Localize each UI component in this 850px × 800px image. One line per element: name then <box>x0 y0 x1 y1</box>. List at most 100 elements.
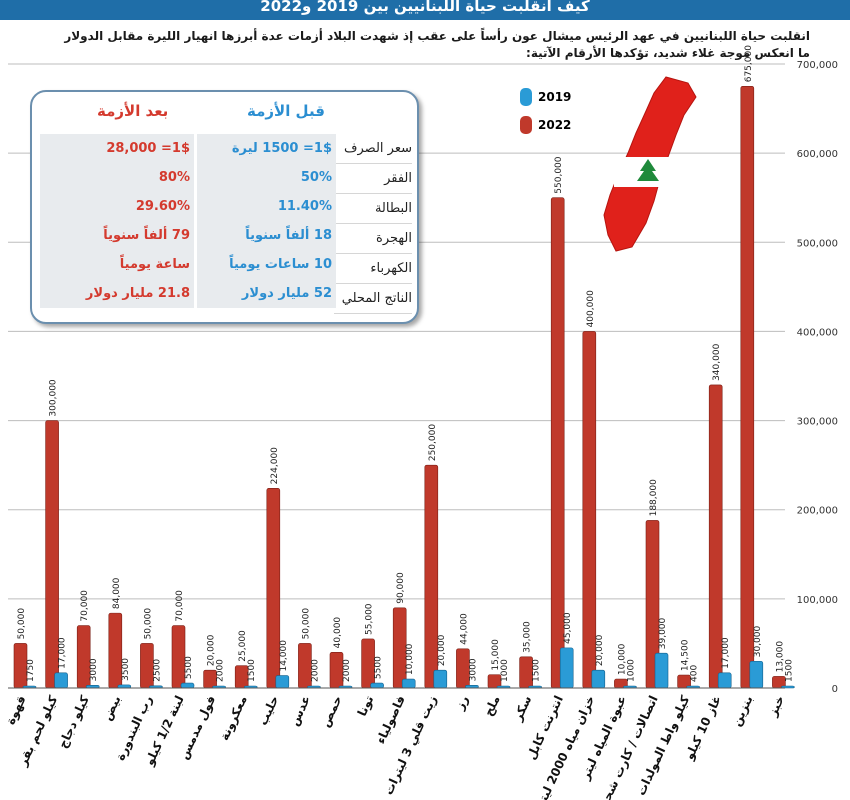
before-value: 11.40% <box>277 199 332 214</box>
before-heading: قبل الأزمة <box>247 102 325 120</box>
after-value: 79 ألفاً سنوياً <box>103 228 190 243</box>
bar-2019 <box>654 652 669 689</box>
data-label-2022: 20,000 <box>207 634 217 666</box>
data-label-2019: 17,000 <box>721 637 731 669</box>
x-tick-label: معكرونة <box>217 693 251 743</box>
y-tick-label: 700,000 <box>797 60 838 71</box>
x-tick-label: قهوة <box>3 693 29 727</box>
before-values: 1$= 1500 ليرة 50% 11.40% 18 ألفاً سنوياً… <box>197 134 336 308</box>
data-label-2022: 188,000 <box>649 479 659 516</box>
x-tick-label: حمص <box>318 693 345 729</box>
x-tick-label: سكر <box>510 693 534 724</box>
bar-2022 <box>740 85 755 689</box>
data-label-2022: 340,000 <box>712 343 722 380</box>
bar-2019 <box>591 669 606 689</box>
data-label-2022: 44,000 <box>459 613 469 645</box>
data-label-2022: 50,000 <box>143 608 153 640</box>
data-label-2022: 300,000 <box>49 379 59 416</box>
title-banner: كيف انقلبت حياة اللبنانيين بين 2019 و202… <box>0 0 850 20</box>
data-label-2019: 1500 <box>247 659 257 682</box>
indicator-label: سعر الصرف <box>334 134 412 164</box>
bar-2019 <box>559 647 574 689</box>
after-value: 80% <box>158 170 190 185</box>
legend-item-2019: 2019 <box>520 83 571 111</box>
indicator-label: الهجرة <box>334 224 412 254</box>
data-label-2019: 1750 <box>26 659 36 682</box>
after-value: 21.8 مليار دولار <box>85 286 190 301</box>
indicator-label: الناتج المحلي <box>334 284 412 314</box>
x-tick-label: بيض <box>100 693 124 722</box>
data-label-2019: 5500 <box>184 656 194 679</box>
y-tick-label: 400,000 <box>797 327 838 338</box>
page-title: كيف انقلبت حياة اللبنانيين بين 2019 و202… <box>260 0 590 15</box>
x-tick-label: رز <box>452 693 471 712</box>
data-label-2022: 250,000 <box>428 424 438 461</box>
data-label-2022: 40,000 <box>333 617 343 649</box>
before-value: 52 مليار دولار <box>241 286 332 301</box>
bar-2019 <box>54 672 68 689</box>
legend-label-2022: 2022 <box>538 118 572 132</box>
data-label-2019: 17,000 <box>58 637 68 669</box>
data-label-2019: 1500 <box>784 659 794 682</box>
lebanon-map-flag <box>603 76 697 252</box>
data-label-2022: 35,000 <box>523 621 533 653</box>
data-label-2019: 20,000 <box>595 634 605 666</box>
after-values: 1$= 28,000 80% 29.60% 79 ألفاً سنوياً سا… <box>40 134 194 308</box>
x-tick-label: حليب <box>256 693 282 727</box>
x-tick-label: ملح <box>481 693 503 718</box>
data-label-2019: 2000 <box>216 659 226 682</box>
after-value: 1$= 28,000 <box>106 141 190 156</box>
y-tick-label: 200,000 <box>797 506 838 517</box>
data-label-2019: 400 <box>690 665 700 682</box>
x-tick-label: تونا <box>355 693 377 718</box>
legend-label-2019: 2019 <box>538 90 572 104</box>
data-label-2022: 50,000 <box>17 608 27 640</box>
before-value: 18 ألفاً سنوياً <box>245 228 332 243</box>
data-label-2019: 1500 <box>532 659 542 682</box>
data-label-2019: 45,000 <box>563 612 573 644</box>
y-tick-label: 600,000 <box>797 149 838 160</box>
bar-2022 <box>582 331 597 689</box>
comparison-panel: قبل الأزمة بعد الأزمة سعر الصرف الفقر ال… <box>30 90 419 324</box>
data-label-2022: 15,000 <box>491 639 501 671</box>
data-label-2019: 2500 <box>152 659 162 682</box>
before-value: 1$= 1500 ليرة <box>231 141 332 156</box>
data-label-2019: 1000 <box>626 659 636 682</box>
y-tick-label: 100,000 <box>797 595 838 606</box>
data-label-2022: 50,000 <box>301 608 311 640</box>
chart-legend: 2019 2022 <box>520 83 571 139</box>
data-label-2019: 2000 <box>342 659 352 682</box>
bar-2019 <box>749 660 764 689</box>
bar-2019 <box>433 669 448 689</box>
after-value: 29.60% <box>135 199 190 214</box>
data-label-2022: 13,000 <box>775 641 785 673</box>
indicator-label: البطالة <box>334 194 412 224</box>
data-label-2019: 20,000 <box>437 634 447 666</box>
indicator-label: الفقر <box>334 164 412 194</box>
data-label-2022: 70,000 <box>175 590 185 622</box>
legend-swatch-2019 <box>520 88 532 106</box>
bar-2019 <box>275 675 290 689</box>
after-value: ساعة يومياً <box>119 257 190 272</box>
indicator-label: الكهرباء <box>334 254 412 284</box>
data-label-2022: 25,000 <box>238 630 248 662</box>
data-label-2022: 675,000 <box>744 45 754 82</box>
indicator-labels: سعر الصرف الفقر البطالة الهجرة الكهرباء … <box>334 134 412 314</box>
data-label-2022: 224,000 <box>270 447 280 484</box>
bar-2019 <box>401 678 416 689</box>
data-label-2019: 3000 <box>89 658 99 681</box>
data-label-2022: 550,000 <box>554 156 564 193</box>
data-label-2019: 30,000 <box>753 625 763 657</box>
y-tick-label: 500,000 <box>797 238 838 249</box>
intro-text: انقلبت حياة اللبنانيين في عهد الرئيس ميش… <box>64 29 810 60</box>
data-label-2019: 39,000 <box>658 617 668 649</box>
data-label-2022: 84,000 <box>112 577 122 609</box>
data-label-2019: 3500 <box>121 658 131 681</box>
before-value: 50% <box>300 170 332 185</box>
data-label-2022: 400,000 <box>586 290 596 327</box>
data-label-2022: 10,000 <box>617 643 627 675</box>
after-heading: بعد الأزمة <box>97 102 169 120</box>
y-tick-label: 0 <box>832 684 838 695</box>
